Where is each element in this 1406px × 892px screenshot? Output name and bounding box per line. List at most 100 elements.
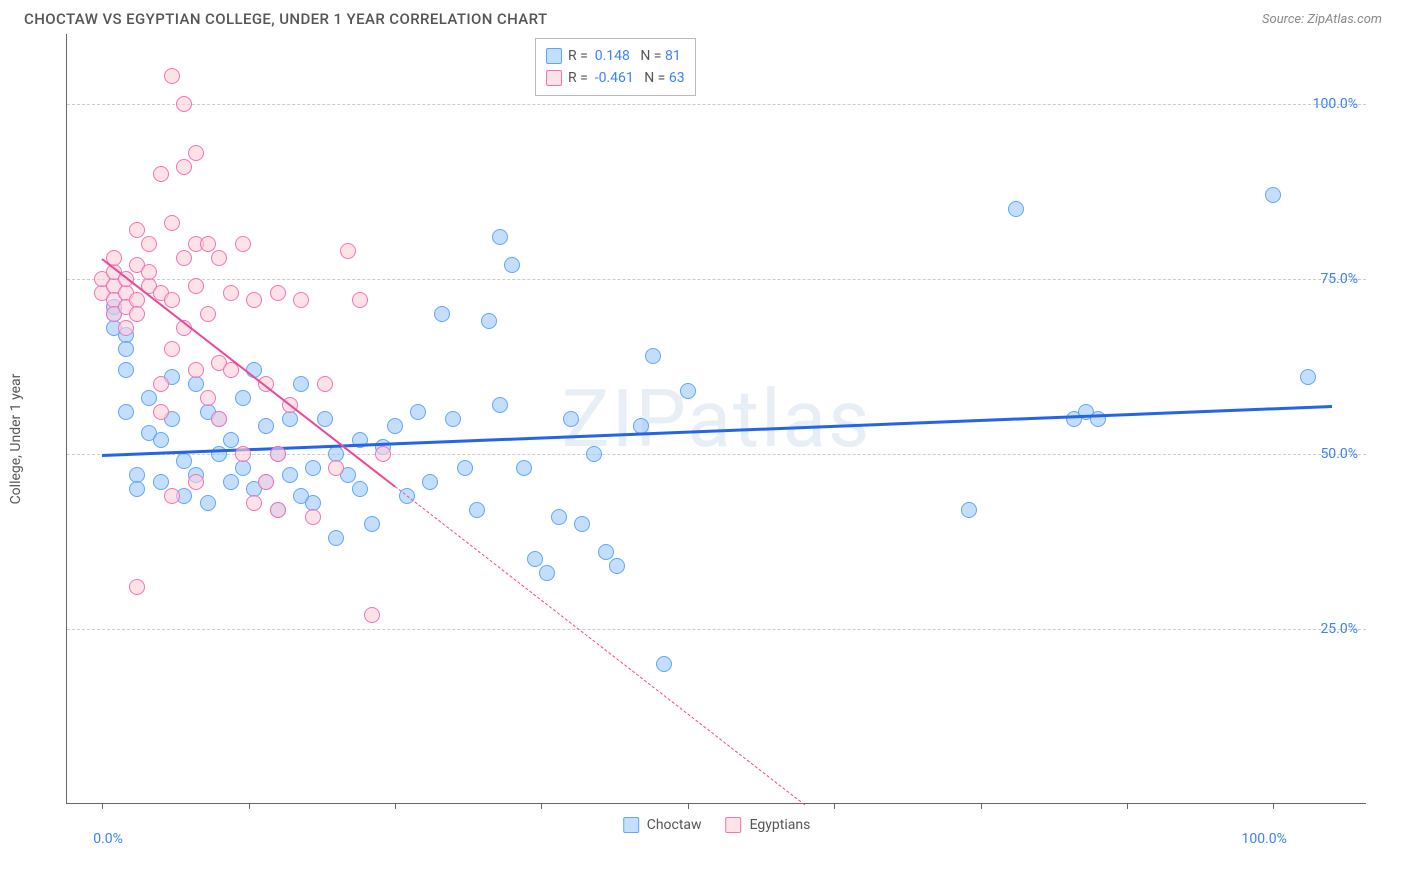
data-point	[200, 495, 216, 511]
data-point	[328, 530, 344, 546]
data-point	[235, 236, 251, 252]
data-point	[645, 348, 661, 364]
data-point	[235, 460, 251, 476]
data-point	[305, 509, 321, 525]
data-point	[410, 404, 426, 420]
data-point	[129, 306, 145, 322]
data-point	[328, 460, 344, 476]
data-point	[164, 488, 180, 504]
data-point	[176, 96, 192, 112]
data-point	[153, 376, 169, 392]
data-point	[293, 376, 309, 392]
data-point	[340, 243, 356, 259]
legend-label: Choctaw	[647, 817, 702, 833]
data-point	[188, 362, 204, 378]
y-tick-label: 75.0%	[1320, 271, 1358, 287]
data-point	[200, 390, 216, 406]
legend-swatch	[726, 817, 742, 833]
data-point	[586, 446, 602, 462]
data-point	[457, 460, 473, 476]
legend-swatch	[623, 817, 639, 833]
data-point	[293, 292, 309, 308]
legend-item: Choctaw	[623, 817, 702, 833]
data-point	[118, 404, 134, 420]
data-point	[164, 292, 180, 308]
data-point	[375, 446, 391, 462]
x-tick	[834, 803, 835, 809]
data-point	[305, 460, 321, 476]
data-point	[129, 579, 145, 595]
data-point	[176, 250, 192, 266]
data-point	[188, 376, 204, 392]
data-point	[223, 285, 239, 301]
data-point	[551, 509, 567, 525]
data-point	[129, 481, 145, 497]
data-point	[235, 390, 251, 406]
data-point	[223, 474, 239, 490]
data-point	[469, 502, 485, 518]
data-point	[445, 411, 461, 427]
legend-item: Egyptians	[726, 817, 811, 833]
data-point	[258, 474, 274, 490]
data-point	[317, 411, 333, 427]
y-axis-label: College, Under 1 year	[8, 374, 24, 505]
legend-row: R = 0.148 N = 81	[546, 45, 685, 67]
data-point	[188, 474, 204, 490]
data-point	[481, 313, 497, 329]
correlation-legend: R = 0.148 N = 81 R = -0.461 N = 63	[535, 38, 696, 96]
watermark: ZIPatlas	[562, 372, 872, 466]
plot-region: ZIPatlas 25.0%50.0%75.0%100.0%0.0%100.0%…	[66, 34, 1366, 804]
data-point	[282, 411, 298, 427]
data-point	[200, 236, 216, 252]
data-point	[609, 558, 625, 574]
data-point	[188, 278, 204, 294]
data-point	[153, 432, 169, 448]
data-point	[211, 411, 227, 427]
legend-swatch	[546, 48, 562, 64]
data-point	[364, 516, 380, 532]
data-point	[563, 411, 579, 427]
data-point	[352, 292, 368, 308]
data-point	[153, 474, 169, 490]
series-legend: Choctaw Egyptians	[623, 817, 811, 833]
data-point	[141, 236, 157, 252]
x-min-label: 0.0%	[93, 831, 123, 847]
data-point	[118, 320, 134, 336]
data-point	[141, 264, 157, 280]
data-point	[1008, 201, 1024, 217]
source-label: Source: ZipAtlas.com	[1262, 12, 1382, 27]
data-point	[211, 250, 227, 266]
chart-area: College, Under 1 year ZIPatlas 25.0%50.0…	[24, 34, 1382, 844]
x-tick	[102, 803, 103, 809]
data-point	[574, 516, 590, 532]
data-point	[223, 432, 239, 448]
data-point	[153, 404, 169, 420]
x-tick	[1273, 803, 1274, 809]
data-point	[270, 446, 286, 462]
data-point	[352, 481, 368, 497]
x-tick	[541, 803, 542, 809]
data-point	[492, 229, 508, 245]
legend-stats: R = -0.461 N = 63	[568, 70, 685, 86]
data-point	[246, 495, 262, 511]
chart-title: CHOCTAW VS EGYPTIAN COLLEGE, UNDER 1 YEA…	[24, 10, 548, 28]
data-point	[364, 607, 380, 623]
legend-stats: R = 0.148 N = 81	[568, 48, 681, 64]
data-point	[527, 551, 543, 567]
data-point	[282, 467, 298, 483]
x-max-label: 100.0%	[1242, 831, 1287, 847]
data-point	[200, 306, 216, 322]
x-tick	[1127, 803, 1128, 809]
x-tick	[249, 803, 250, 809]
data-point	[492, 397, 508, 413]
data-point	[164, 68, 180, 84]
y-tick-label: 100.0%	[1313, 96, 1358, 112]
data-point	[317, 376, 333, 392]
data-point	[176, 159, 192, 175]
data-point	[504, 257, 520, 273]
data-point	[258, 418, 274, 434]
legend-label: Egyptians	[750, 817, 811, 833]
trend-line	[395, 486, 806, 805]
gridline	[67, 629, 1366, 630]
data-point	[153, 166, 169, 182]
